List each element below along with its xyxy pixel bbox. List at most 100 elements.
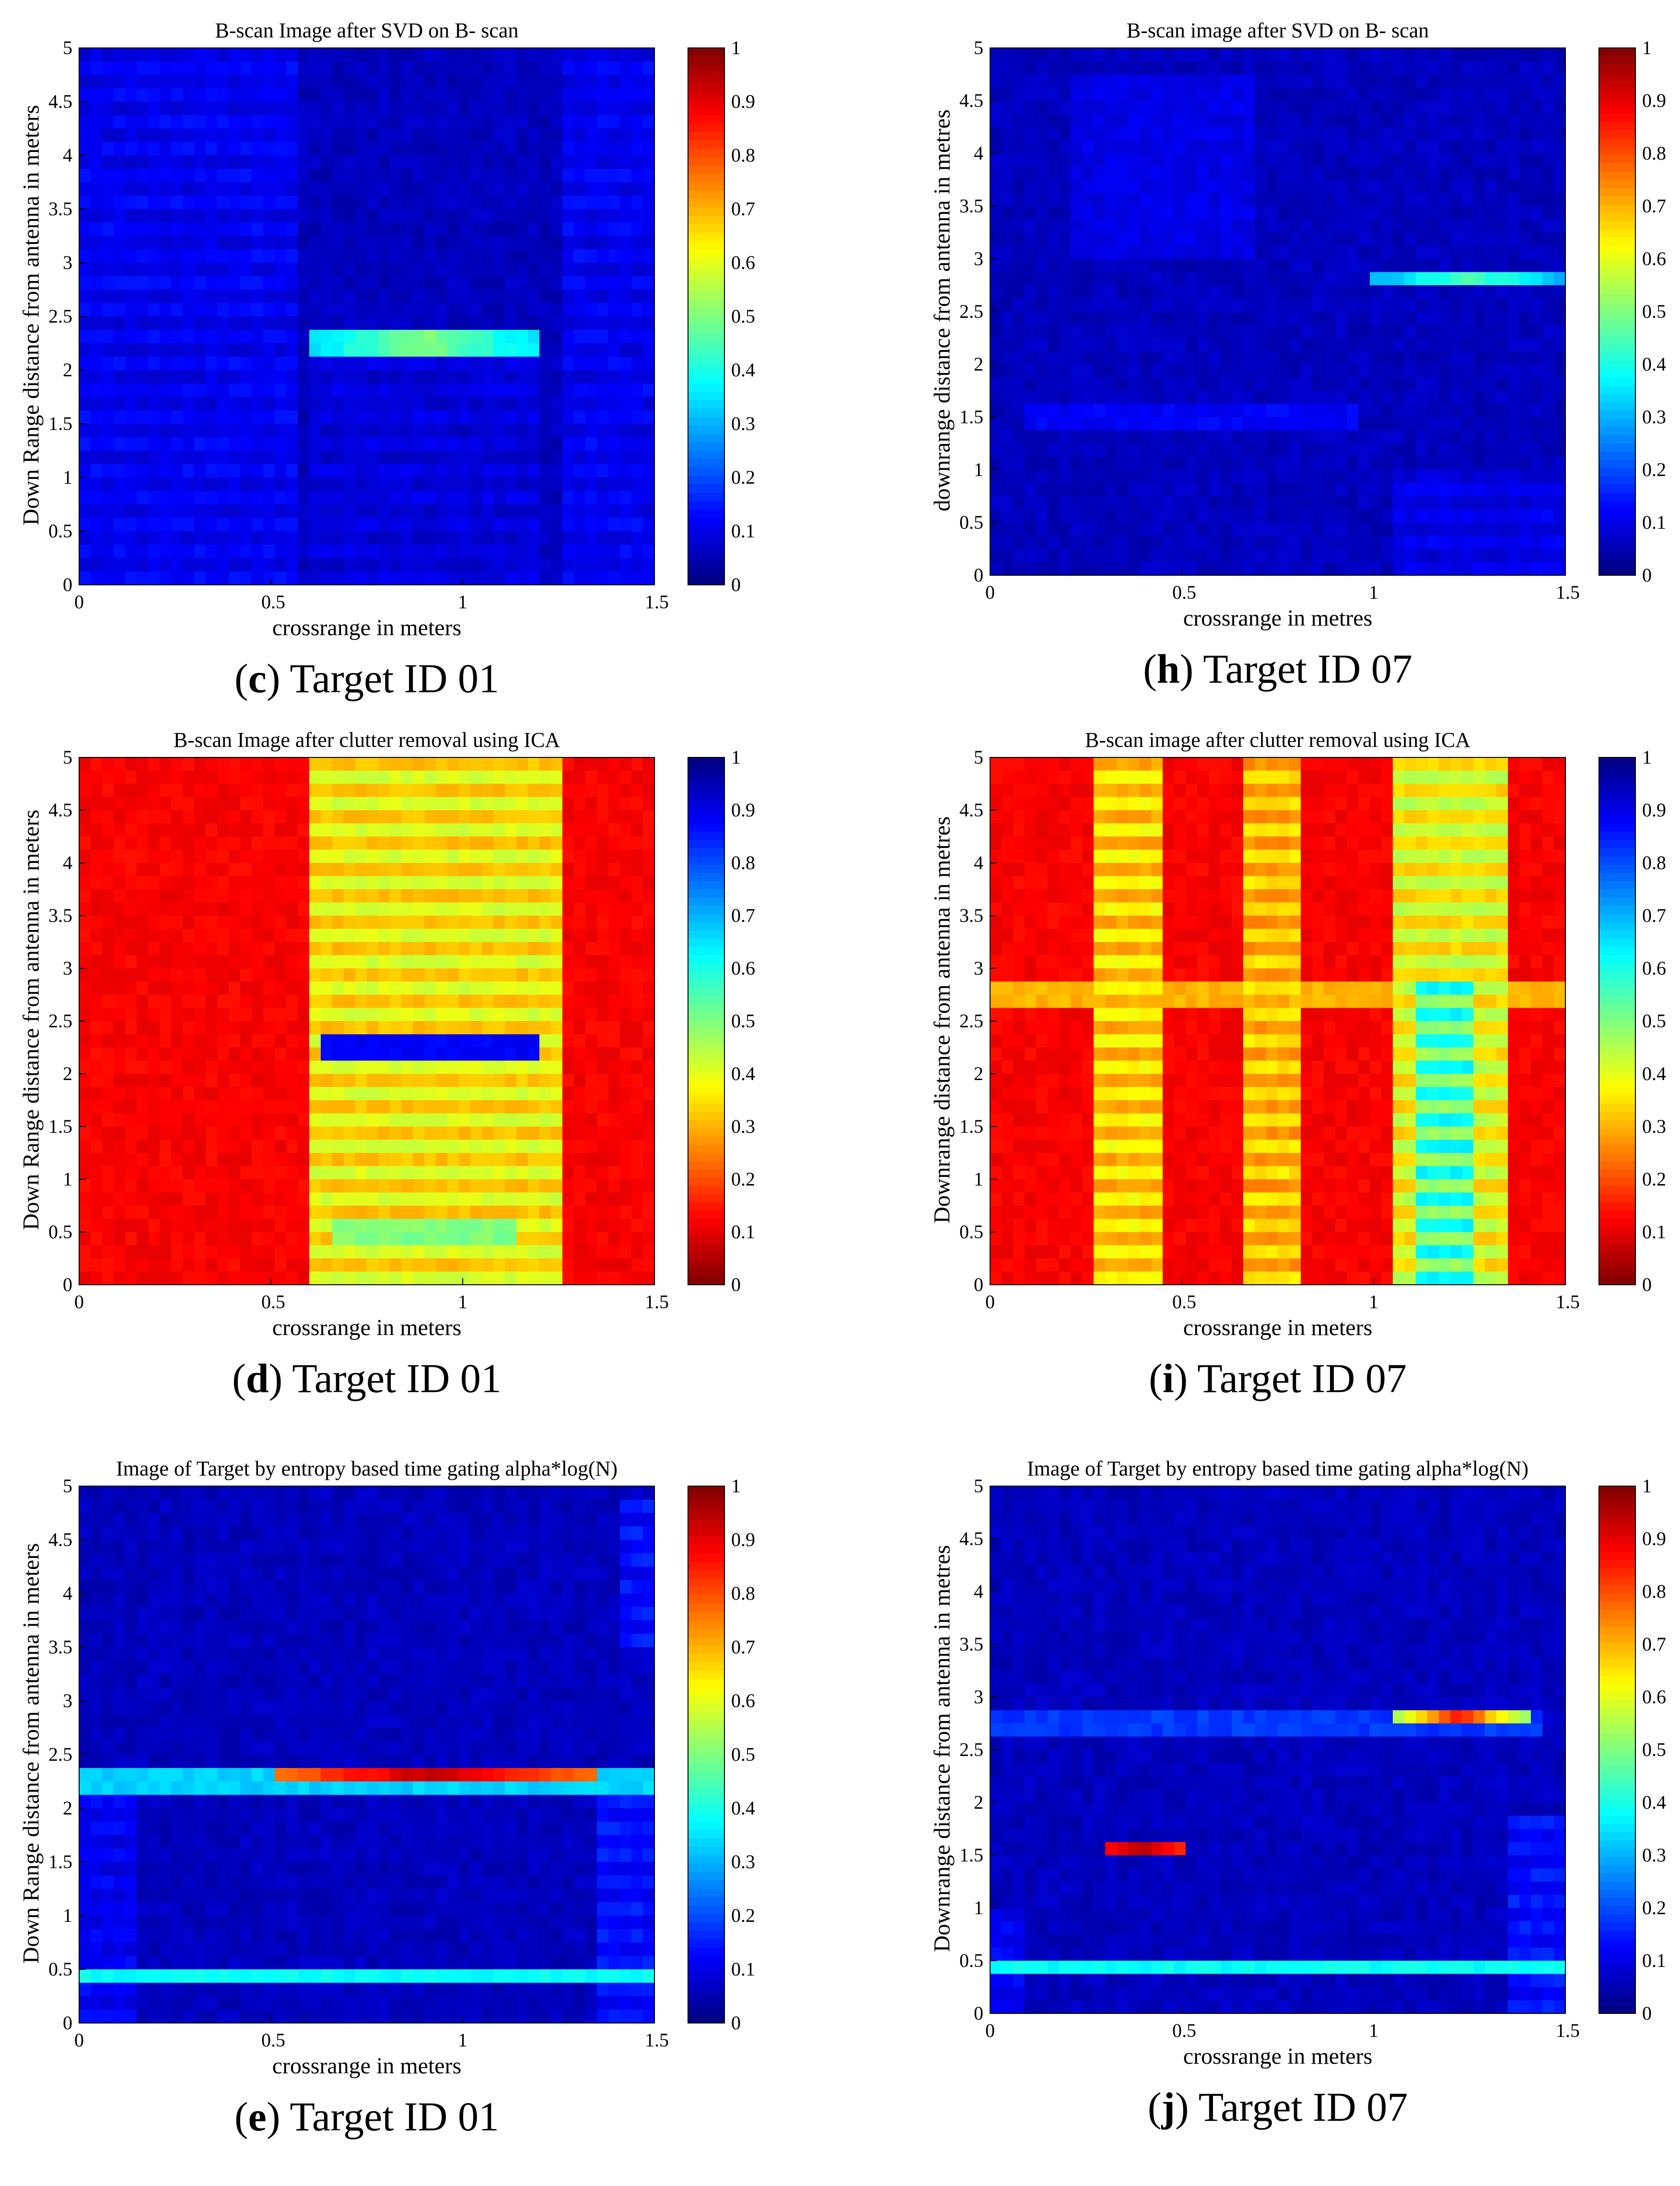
heatmap-cell xyxy=(447,357,459,371)
heatmap-cell xyxy=(1105,220,1117,233)
heatmap-cell xyxy=(367,850,379,863)
heatmap-cell xyxy=(1220,246,1232,259)
heatmap-cell xyxy=(344,757,356,771)
heatmap-cell xyxy=(1542,496,1554,510)
heatmap-cell xyxy=(562,916,574,929)
heatmap-cell xyxy=(1427,101,1439,114)
heatmap-cell xyxy=(1220,364,1232,378)
heatmap-cell xyxy=(1473,457,1485,470)
heatmap-cell xyxy=(401,75,413,89)
heatmap-cell xyxy=(160,955,172,969)
heatmap-cell xyxy=(1519,233,1531,246)
heatmap-cell xyxy=(1381,299,1393,312)
heatmap-cell xyxy=(378,357,390,371)
heatmap-cell xyxy=(631,916,643,929)
heatmap-cell xyxy=(298,75,310,89)
heatmap-cell xyxy=(171,464,183,478)
heatmap-cell xyxy=(1416,562,1428,576)
heatmap-cell xyxy=(252,942,264,955)
heatmap-cell xyxy=(1025,153,1037,167)
heatmap-cell xyxy=(298,316,310,330)
heatmap-cell xyxy=(1059,193,1071,207)
heatmap-cell xyxy=(1542,430,1554,444)
heatmap-cell xyxy=(1197,153,1209,167)
heatmap-cell xyxy=(1036,101,1048,114)
heatmap-cell xyxy=(1508,193,1520,207)
heatmap-cell xyxy=(1312,549,1324,562)
heatmap-cell xyxy=(309,142,321,156)
heatmap-cell xyxy=(482,797,494,811)
caption-text: Target ID 07 xyxy=(1193,646,1412,692)
heatmap-cell xyxy=(482,370,494,384)
heatmap-cell xyxy=(470,397,482,411)
heatmap-cell xyxy=(1209,299,1221,312)
heatmap-cell xyxy=(1140,233,1152,246)
heatmap-cell xyxy=(79,824,91,837)
heatmap-cell xyxy=(1278,391,1290,404)
heatmap-cell xyxy=(171,757,183,771)
heatmap-cell xyxy=(1048,496,1060,510)
heatmap-cell xyxy=(1220,259,1232,272)
heatmap-cell xyxy=(1255,391,1267,404)
heatmap-cell xyxy=(1243,220,1255,233)
heatmap-cell xyxy=(1301,259,1313,272)
heatmap-cell xyxy=(990,246,1002,259)
colorbar-segment xyxy=(688,124,724,132)
heatmap-cell xyxy=(1140,259,1152,272)
heatmap-cell xyxy=(1059,536,1071,549)
heatmap-cell xyxy=(574,797,586,811)
heatmap-cell xyxy=(1496,351,1508,365)
heatmap-cell xyxy=(1324,153,1336,167)
heatmap-cell xyxy=(1542,246,1554,259)
heatmap-cell xyxy=(413,384,425,397)
heatmap-cell xyxy=(1117,101,1129,114)
colorbar-segment xyxy=(1599,345,1635,353)
heatmap-cell xyxy=(1232,114,1244,128)
heatmap-cell xyxy=(597,343,609,357)
heatmap-cell xyxy=(1082,167,1094,180)
heatmap-cell xyxy=(137,249,149,263)
heatmap-cell xyxy=(1393,127,1405,140)
heatmap-cell xyxy=(1519,206,1531,220)
heatmap-cell xyxy=(309,863,321,876)
heatmap-cell xyxy=(1105,259,1117,272)
heatmap-cell xyxy=(206,75,218,89)
heatmap-cell xyxy=(562,343,574,357)
heatmap-cell xyxy=(1266,74,1278,88)
heatmap-cell xyxy=(229,102,241,116)
heatmap-cell xyxy=(321,303,333,317)
heatmap-cell xyxy=(263,437,275,451)
heatmap-cell xyxy=(1232,233,1244,246)
heatmap-cell xyxy=(436,531,448,545)
heatmap-cell xyxy=(1427,338,1439,351)
heatmap-cell xyxy=(482,545,494,558)
heatmap-cell xyxy=(1335,404,1347,418)
heatmap-cell xyxy=(229,397,241,411)
heatmap-cell xyxy=(1278,180,1290,193)
heatmap-cell xyxy=(424,397,436,411)
heatmap-cell xyxy=(332,903,344,916)
heatmap-cell xyxy=(470,343,482,357)
heatmap-cell xyxy=(160,155,172,169)
heatmap-cell xyxy=(206,837,218,850)
heatmap-cell xyxy=(79,504,91,518)
heatmap-cell xyxy=(309,757,321,771)
heatmap-cell xyxy=(344,889,356,903)
heatmap-cell xyxy=(401,316,413,330)
heatmap-cell xyxy=(1163,206,1175,220)
heatmap-cell xyxy=(1243,167,1255,180)
heatmap-cell xyxy=(585,276,597,290)
heatmap-cell xyxy=(447,903,459,916)
heatmap-cell xyxy=(194,903,206,916)
heatmap-cell xyxy=(1347,88,1359,101)
heatmap-cell xyxy=(252,142,264,156)
heatmap-cell xyxy=(1197,285,1209,299)
heatmap-cell xyxy=(1301,523,1313,536)
heatmap-cell xyxy=(562,757,574,771)
heatmap-cell xyxy=(1473,299,1485,312)
heatmap-cell xyxy=(378,477,390,491)
heatmap-cell xyxy=(298,929,310,942)
heatmap-cell xyxy=(1197,101,1209,114)
heatmap-cell xyxy=(1140,536,1152,549)
heatmap-cell xyxy=(1094,417,1106,430)
